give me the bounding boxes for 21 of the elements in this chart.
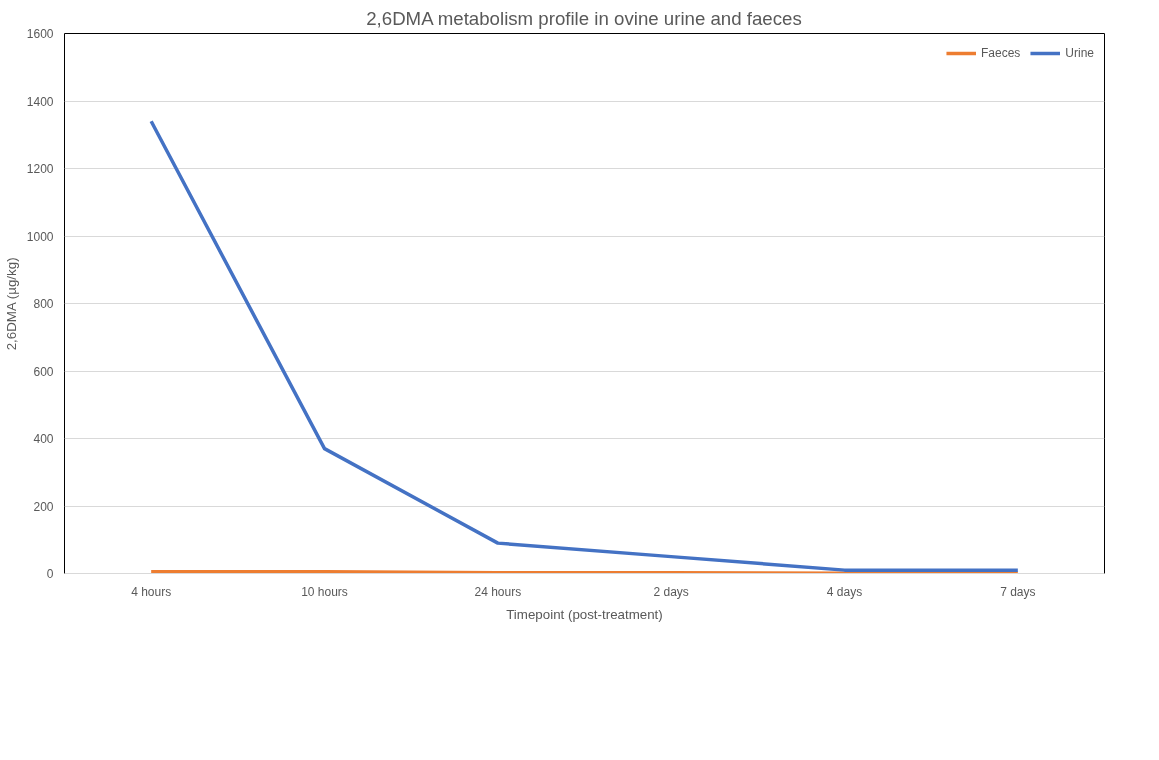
- legend-label: Urine: [1065, 46, 1094, 60]
- y-tick-label: 800: [33, 297, 54, 311]
- y-tick-label: 1400: [26, 94, 54, 109]
- y-tick-label: 1200: [26, 162, 54, 176]
- y-tick-label: 600: [33, 364, 54, 379]
- y-tick-label: 200: [33, 499, 54, 514]
- x-tick-label: 2 days: [653, 584, 689, 599]
- x-axis-title: Timepoint (post-treatment): [506, 606, 663, 622]
- y-tick-label: 400: [33, 432, 54, 446]
- y-tick-label: 0: [46, 567, 54, 581]
- y-axis-title: 2,6DMA (µg/kg): [3, 257, 19, 351]
- x-tick-label: 4 hours: [131, 584, 172, 599]
- x-tick-label: 7 days: [1000, 584, 1036, 599]
- chart-title: 2,6DMA metabolism profile in ovine urine and faeces: [366, 7, 802, 29]
- x-tick-label: 24 hours: [474, 584, 522, 599]
- line-series: [149, 119, 1020, 572]
- x-tick-label: 10 hours: [301, 584, 348, 599]
- y-tick-label: 1000: [26, 229, 54, 244]
- legend-label: Faeces: [980, 46, 1021, 60]
- y-tick-label: 1600: [26, 27, 54, 41]
- x-tick-label: 4 days: [826, 584, 863, 599]
